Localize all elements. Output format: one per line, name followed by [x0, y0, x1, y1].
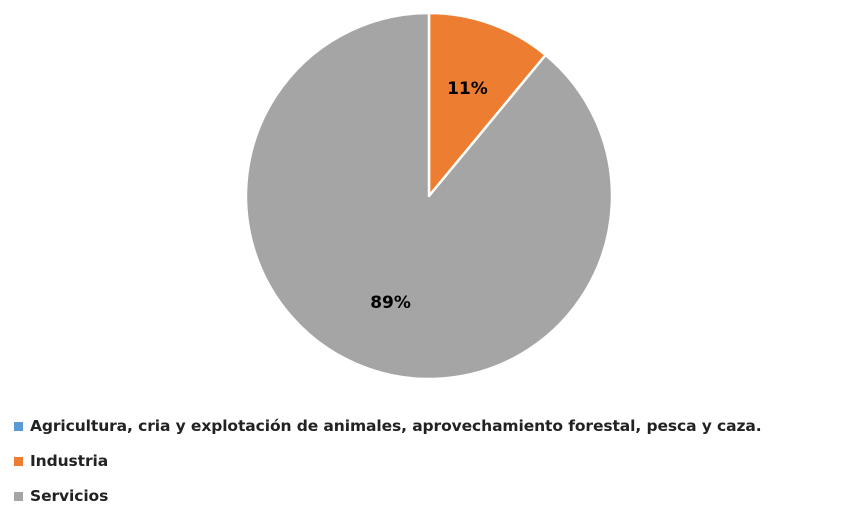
- chart-legend: Agricultura, cria y explotación de anima…: [14, 416, 762, 521]
- pie-slice-industria: [427, 11, 547, 198]
- legend-label-servicios: Servicios: [30, 487, 109, 505]
- slice-label-servicios: 89%: [370, 293, 411, 313]
- legend-label-industria: Industria: [30, 452, 109, 470]
- legend-swatch-industria: [14, 456, 23, 466]
- legend-label-agricultura: Agricultura, cria y explotación de anima…: [30, 417, 762, 435]
- pie-slices: [244, 11, 614, 381]
- legend-item-servicios: Servicios: [14, 486, 762, 506]
- pie-slice-servicios: [244, 11, 614, 381]
- legend-item-industria: Industria: [14, 451, 762, 471]
- legend-swatch-agricultura: [14, 421, 23, 431]
- legend-swatch-servicios: [14, 491, 23, 501]
- slice-label-industria: 11%: [447, 79, 488, 99]
- pie-chart: 11% 89%: [244, 11, 614, 381]
- legend-item-agricultura: Agricultura, cria y explotación de anima…: [14, 416, 762, 436]
- slice-labels: 11% 89%: [370, 79, 488, 313]
